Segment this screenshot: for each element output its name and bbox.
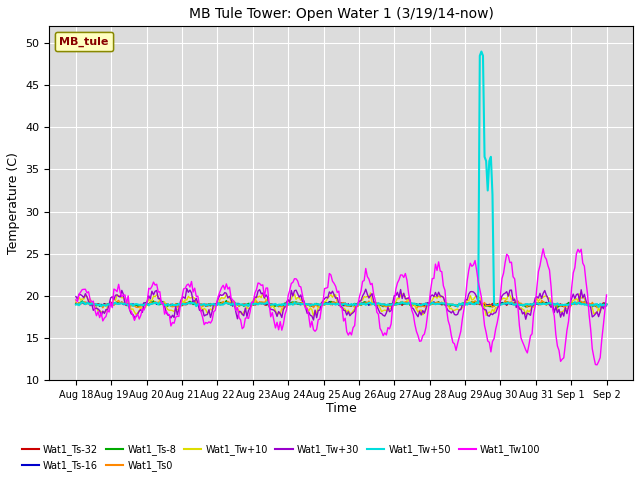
Title: MB Tule Tower: Open Water 1 (3/19/14-now): MB Tule Tower: Open Water 1 (3/19/14-now… (189, 7, 493, 21)
Y-axis label: Temperature (C): Temperature (C) (7, 152, 20, 254)
Legend: MB_tule: MB_tule (55, 32, 113, 51)
X-axis label: Time: Time (326, 402, 356, 416)
Legend: Wat1_Ts-32, Wat1_Ts-16, Wat1_Ts-8, Wat1_Ts0, Wat1_Tw+10, Wat1_Tw+30, Wat1_Tw+50,: Wat1_Ts-32, Wat1_Ts-16, Wat1_Ts-8, Wat1_… (18, 441, 545, 475)
